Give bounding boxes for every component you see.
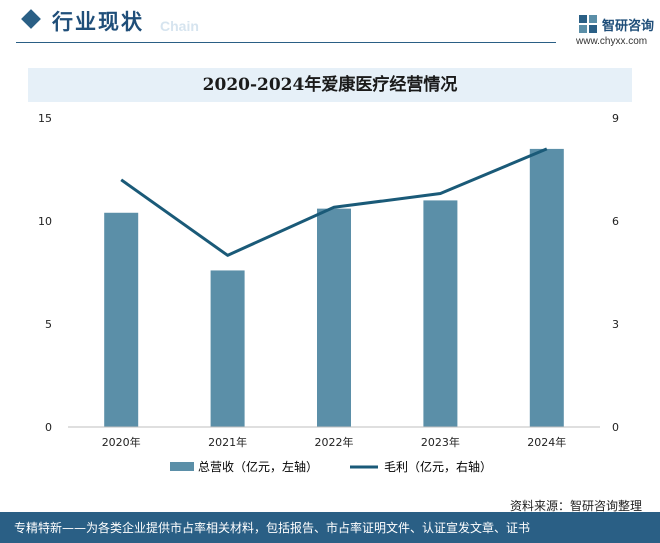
y-left-tick: 10 [38, 215, 52, 228]
bar-2023年 [423, 200, 458, 427]
legend-swatch-revenue [170, 462, 194, 471]
source-note: 资料来源：智研咨询整理 [509, 499, 642, 513]
x-tick-label: 2020年 [102, 435, 141, 449]
y-right-tick: 9 [612, 112, 619, 125]
legend: 总营收（亿元，左轴） 毛利（亿元，右轴） [170, 459, 492, 474]
line-series [120, 147, 548, 257]
y-right-tick: 0 [612, 421, 619, 434]
x-tick-label: 2024年 [527, 435, 566, 449]
x-axis: 2020年 2021年 2022年 2023年 2024年 [68, 426, 600, 449]
y-right-tick: 3 [612, 318, 619, 331]
brand-name: 智研咨询 [602, 19, 655, 34]
bar-series [104, 148, 564, 427]
brand-url: www.chyxx.com [576, 36, 648, 47]
legend-label-revenue: 总营收（亿元，左轴） [198, 459, 318, 474]
header: 行业现状 Chain 智研咨询 www.chyxx.com [0, 0, 660, 56]
bar-2020年 [104, 212, 139, 427]
bar-2021年 [210, 270, 245, 427]
x-tick-label: 2023年 [421, 435, 460, 449]
y-left-tick: 15 [38, 112, 52, 125]
section-title-en: Chain [160, 18, 199, 34]
chart-title: 2020-2024年爱康医疗经营情况 [28, 68, 632, 102]
legend-label-gross-profit: 毛利（亿元，右轴） [384, 459, 492, 474]
footer-bar: 专精特新——为各类企业提供市占率相关材料，包括报告、市占率证明文件、认证宣发文章… [0, 512, 660, 543]
y-axis-right: 0 3 6 9 [612, 112, 619, 434]
bar-2024年 [529, 148, 564, 427]
bar-2022年 [317, 208, 351, 427]
y-right-tick: 6 [612, 215, 619, 228]
section-title: 行业现状 [52, 10, 144, 34]
header-divider [16, 42, 556, 43]
y-axis-left: 0 5 10 15 [38, 112, 52, 434]
x-tick-label: 2022年 [315, 435, 354, 449]
brand-logo-icon [579, 15, 597, 33]
footer-tagline: 专精特新——为各类企业提供市占率相关材料，包括报告、市占率证明文件、认证宣发文章… [14, 521, 531, 535]
x-tick-label: 2021年 [208, 435, 247, 449]
y-left-tick: 0 [45, 421, 52, 434]
y-left-tick: 5 [45, 318, 52, 331]
